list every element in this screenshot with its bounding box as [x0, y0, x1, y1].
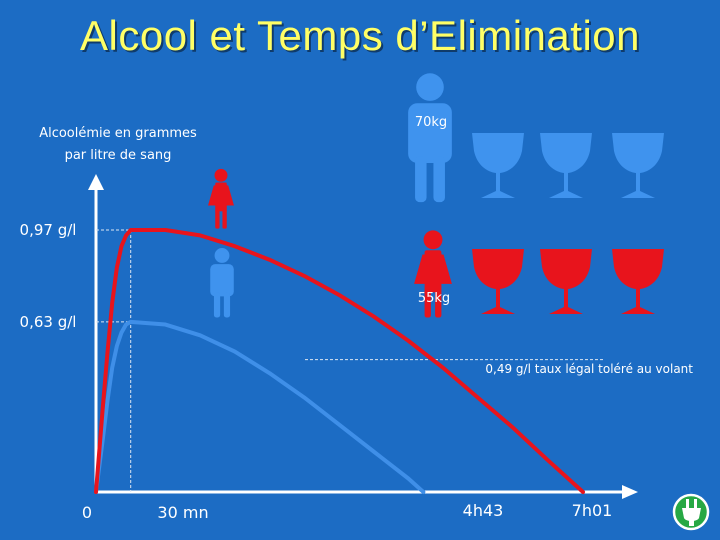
threshold-label: 0,49 g/l taux légal toléré au volant	[485, 362, 693, 376]
x-tick-label: 4h43	[463, 501, 504, 520]
wine-glass-icon	[540, 133, 592, 198]
person-icon	[408, 73, 452, 203]
x-tick-label: 30 mn	[157, 503, 208, 522]
wine-glass-icon	[472, 133, 524, 198]
wine-glass-icon	[612, 133, 664, 198]
red-glasses	[472, 249, 664, 314]
y-tick-label: 0,97 g/l	[20, 221, 77, 239]
woman-small-icon	[208, 168, 234, 229]
y-axis-label-line-2: par litre de sang	[65, 148, 172, 163]
man-70kg-label: 70kg	[415, 115, 447, 130]
y-tick-label: 0,63 g/l	[20, 313, 77, 331]
series-line-55kg	[94, 228, 585, 494]
wine-glass-icon	[472, 249, 524, 314]
wine-glass-icon	[540, 249, 592, 314]
woman-55kg-label: 55kg	[418, 291, 450, 306]
x-tick-label: 7h01	[572, 501, 613, 520]
man-small-icon	[210, 248, 234, 318]
axes	[88, 174, 638, 499]
blue-glasses	[472, 133, 664, 198]
man-70kg-figure	[408, 73, 452, 203]
series-line-70kg	[94, 319, 426, 494]
x-tick-label: 0	[82, 503, 92, 522]
tick-labels: 0,97 g/l 0,63 g/l 0 30 mn 4h43 7h01	[20, 221, 613, 522]
y-axis-label-line-1: Alcoolémie en grammes	[39, 126, 197, 141]
y-axis-arrow	[88, 174, 104, 190]
series-lines	[94, 228, 585, 494]
x-axis-arrow	[622, 485, 638, 499]
guide-lines	[96, 229, 605, 492]
wine-glass-icon	[612, 249, 664, 314]
slide-title: Alcool et Temps d’Elimination	[80, 12, 640, 59]
plug-logo-icon	[672, 493, 710, 531]
